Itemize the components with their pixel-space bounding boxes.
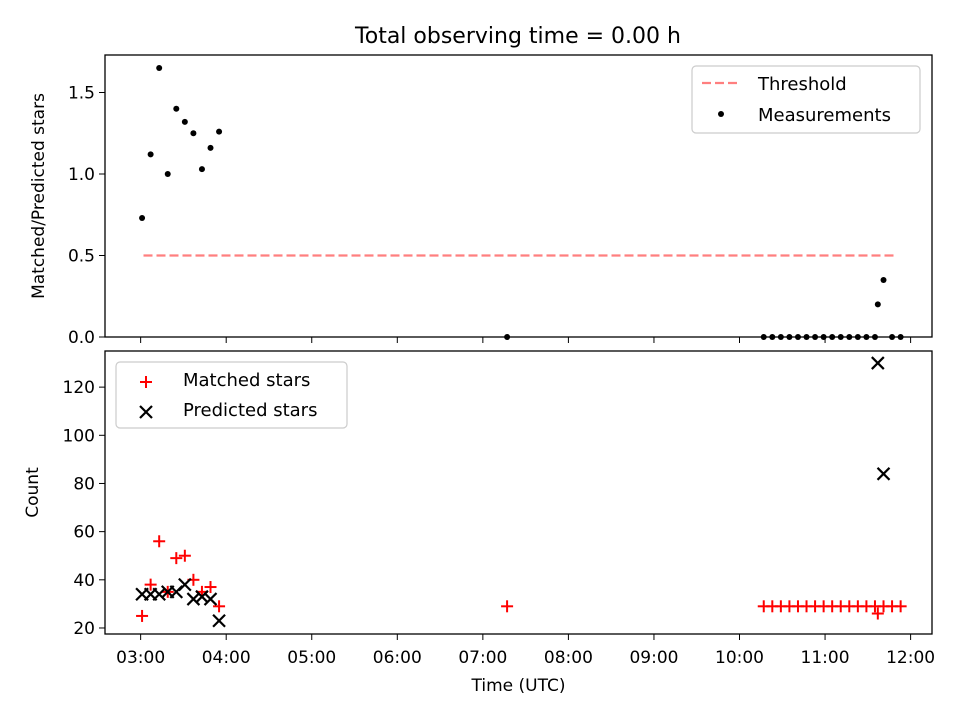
predicted-star-point xyxy=(186,592,201,606)
bottom-axes-frame xyxy=(104,350,933,635)
matched-star-point xyxy=(204,581,217,594)
matched-star-point xyxy=(170,552,183,565)
legend-measurements-swatch xyxy=(718,111,724,117)
top-axes-frame xyxy=(104,54,933,338)
bottom-x-tick-label: 11:00 xyxy=(801,648,850,668)
predicted-star-point xyxy=(178,577,192,592)
bottom-y-tick-label: 40 xyxy=(73,571,95,591)
measurement-point xyxy=(173,105,180,112)
top-y-tick-label: 0.5 xyxy=(68,246,95,266)
predicted-star-point xyxy=(212,613,226,628)
predicted-star-point xyxy=(152,587,166,602)
measurement-point xyxy=(880,276,887,283)
measurement-point xyxy=(164,170,171,177)
bottom-x-tick-label: 05:00 xyxy=(287,648,336,668)
top-y-tick-label: 1.5 xyxy=(68,83,95,103)
matched-star-point xyxy=(213,600,226,613)
measurement-point xyxy=(147,151,154,158)
legend-measurements-label: Measurements xyxy=(758,105,891,126)
predicted-stars-series xyxy=(135,356,891,628)
measurement-point xyxy=(156,65,163,72)
bottom-x-tick-label: 07:00 xyxy=(458,648,507,668)
bottom-x-axis-label: Time (UTC) xyxy=(471,676,566,696)
bottom-x-tick-label: 09:00 xyxy=(629,648,678,668)
top-y-tick-label: 0.0 xyxy=(68,328,95,348)
figure-title: Total observing time = 0.00 h xyxy=(354,24,681,49)
matched-star-point xyxy=(136,609,149,622)
legend-box xyxy=(115,361,348,429)
matched-star-point xyxy=(871,607,884,620)
bottom-y-axis-label: Count xyxy=(23,467,43,518)
measurement-point xyxy=(181,118,188,125)
bottom-x-tick-label: 10:00 xyxy=(715,648,764,668)
matched-star-point xyxy=(153,535,166,548)
measurement-point xyxy=(190,130,197,137)
measurement-point xyxy=(198,166,205,173)
bottom-x-tick-label: 06:00 xyxy=(373,648,422,668)
legend-box xyxy=(691,65,921,134)
ratio-panel: 0.0 0.5 1.0 1.5 Matched/Predicted stars Thres… xyxy=(29,54,933,348)
legend-predicted-swatch xyxy=(139,405,153,419)
bottom-y-tick-label: 20 xyxy=(73,619,95,639)
bottom-x-tick-label: 03:00 xyxy=(116,648,165,668)
matched-star-point xyxy=(178,549,191,562)
measurement-point xyxy=(874,301,881,308)
legend-matched-label: Matched stars xyxy=(183,370,310,391)
legend-threshold-label: Threshold xyxy=(757,74,847,95)
bottom-y-tick-label: 80 xyxy=(73,474,95,494)
top-legend: Threshold Measurements xyxy=(691,65,921,134)
bottom-x-tick-label: 08:00 xyxy=(544,648,593,668)
matched-star-point xyxy=(501,600,514,613)
bottom-y-tick-label: 100 xyxy=(63,426,95,446)
measurement-point xyxy=(139,215,146,222)
predicted-star-point xyxy=(876,467,891,481)
predicted-star-point xyxy=(203,592,218,606)
bottom-y-tick-label: 60 xyxy=(73,523,95,543)
legend-matched-swatch xyxy=(140,376,152,388)
top-y-tick-label: 1.0 xyxy=(68,165,95,185)
matched-star-point xyxy=(894,600,907,613)
measurement-point xyxy=(216,128,223,135)
bottom-y-tick-label: 120 xyxy=(63,378,95,398)
top-y-axis-label: Matched/Predicted stars xyxy=(29,93,49,299)
legend-predicted-label: Predicted stars xyxy=(183,400,317,421)
bottom-x-tick-label: 04:00 xyxy=(202,648,251,668)
count-panel: 20 40 60 80 100 120 03:00 04:00 05:00 06:00 07:00 0… xyxy=(23,350,935,696)
bottom-x-tick-label: 12:00 xyxy=(886,648,935,668)
predicted-star-point xyxy=(871,356,885,370)
bottom-legend: Matched stars Predicted stars xyxy=(115,361,348,429)
matched-stars-series xyxy=(136,535,907,622)
measurement-point xyxy=(207,144,214,151)
matched-star-point xyxy=(144,578,157,591)
predicted-star-point xyxy=(195,589,209,604)
